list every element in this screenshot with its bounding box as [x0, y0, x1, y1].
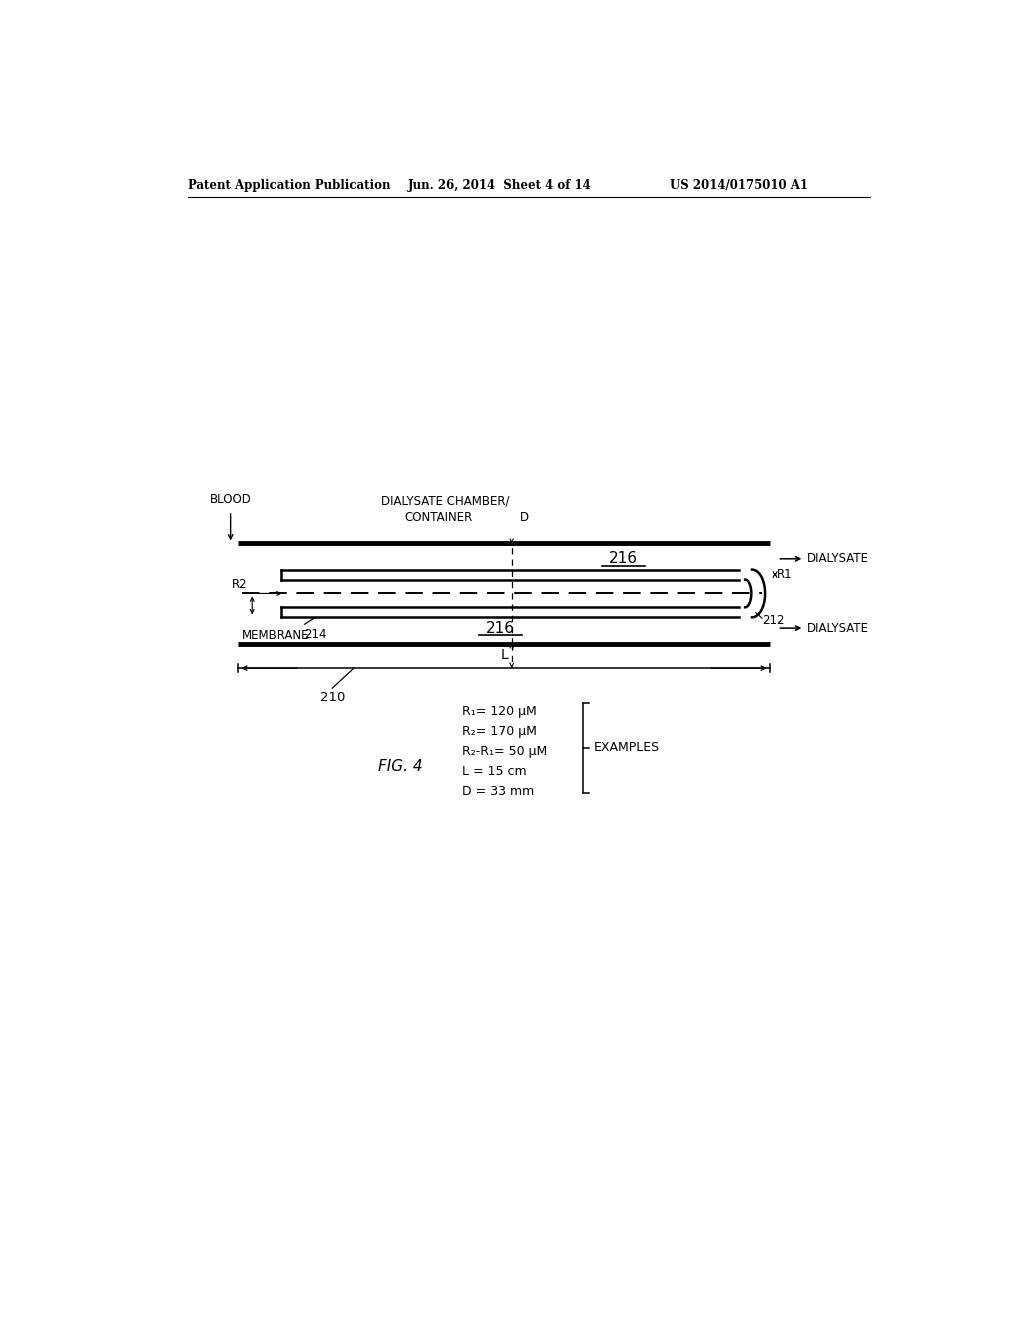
Text: R₂= 170 μM: R₂= 170 μM: [462, 725, 537, 738]
Text: D = 33 mm: D = 33 mm: [462, 785, 534, 799]
Text: FIG. 4: FIG. 4: [378, 759, 422, 774]
Text: R1: R1: [777, 569, 793, 582]
Text: 216: 216: [485, 620, 515, 636]
Text: 216: 216: [609, 552, 638, 566]
Text: R2: R2: [232, 578, 248, 591]
Text: L = 15 cm: L = 15 cm: [462, 766, 526, 779]
Text: Patent Application Publication: Patent Application Publication: [188, 178, 391, 191]
Text: 214: 214: [304, 628, 327, 642]
Text: DIALYSATE: DIALYSATE: [807, 622, 868, 635]
Text: EXAMPLES: EXAMPLES: [594, 742, 660, 754]
Text: MEMBRANE: MEMBRANE: [242, 630, 309, 643]
Text: BLOOD: BLOOD: [210, 494, 252, 507]
Text: Jun. 26, 2014  Sheet 4 of 14: Jun. 26, 2014 Sheet 4 of 14: [408, 178, 592, 191]
Text: DIALYSATE: DIALYSATE: [807, 552, 868, 565]
Text: R₁= 120 μM: R₁= 120 μM: [462, 705, 537, 718]
Text: L: L: [500, 648, 508, 663]
Text: CONTAINER: CONTAINER: [403, 511, 472, 524]
Text: D: D: [519, 511, 528, 524]
Text: 212: 212: [762, 614, 784, 627]
Text: R₂-R₁= 50 μM: R₂-R₁= 50 μM: [462, 744, 547, 758]
Text: DIALYSATE CHAMBER/: DIALYSATE CHAMBER/: [381, 495, 509, 508]
Text: 210: 210: [319, 692, 345, 705]
Text: US 2014/0175010 A1: US 2014/0175010 A1: [670, 178, 808, 191]
